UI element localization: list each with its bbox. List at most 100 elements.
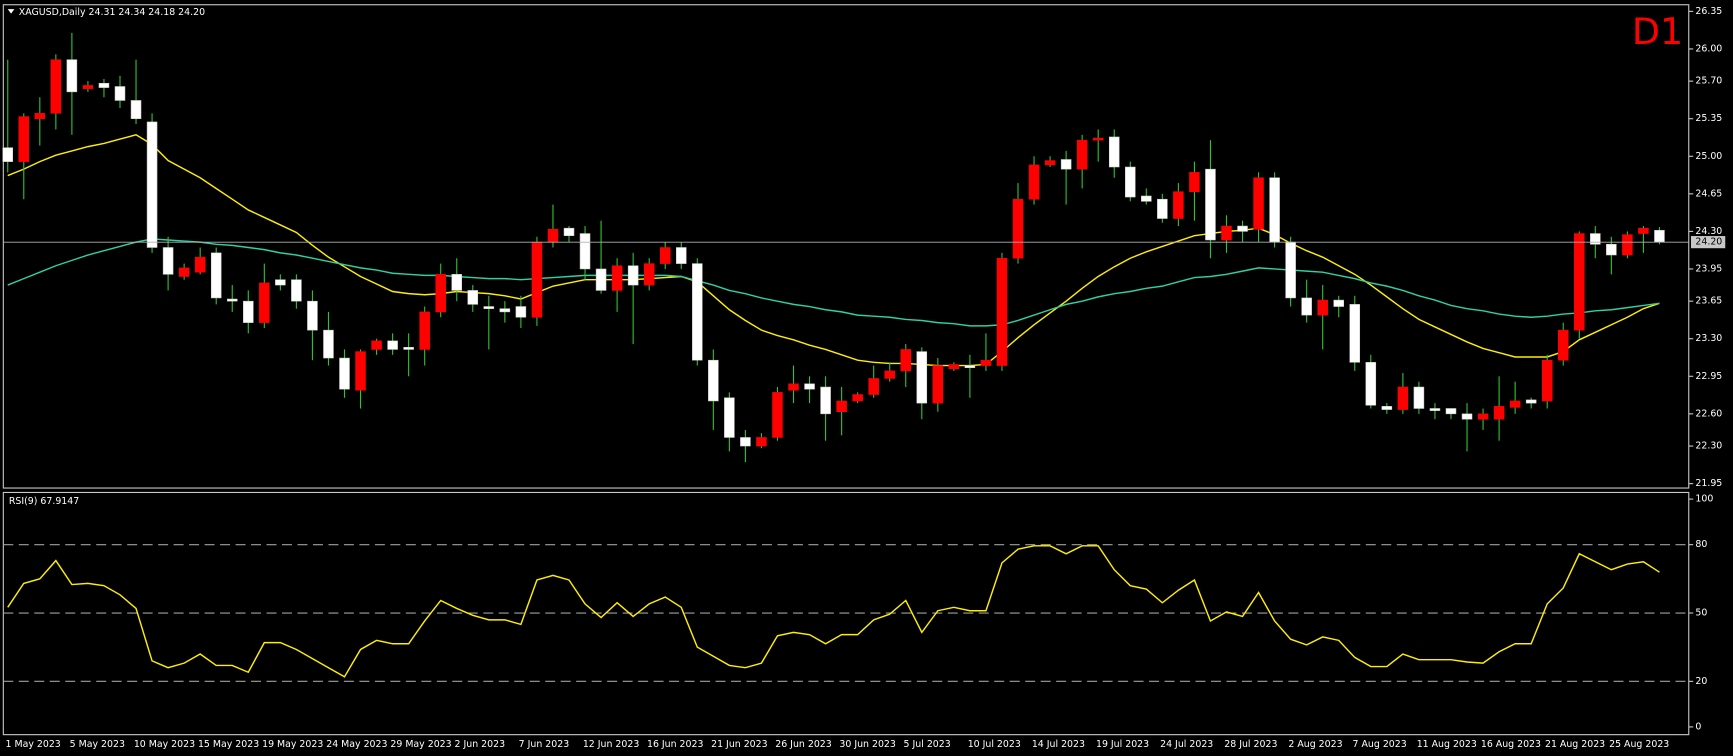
candle-body xyxy=(1173,191,1184,219)
x-tick-label: 16 Jun 2023 xyxy=(647,739,704,750)
x-tick-label: 19 May 2023 xyxy=(262,739,323,750)
candle-body xyxy=(1157,198,1168,219)
candle-body xyxy=(852,394,863,402)
candle-body xyxy=(194,256,206,273)
candle-body xyxy=(547,228,559,243)
candle-body xyxy=(1189,172,1200,192)
candle-body xyxy=(643,263,655,286)
candle-body xyxy=(483,306,495,309)
candle-body xyxy=(1205,168,1216,241)
candle-body xyxy=(756,437,767,447)
candle-body xyxy=(1654,230,1665,243)
x-tick-label: 2 Aug 2023 xyxy=(1288,739,1342,750)
candle-body xyxy=(964,365,976,368)
candle-body xyxy=(467,290,479,305)
candle-body xyxy=(579,233,591,270)
candle-body xyxy=(1638,227,1649,234)
candle-body xyxy=(932,365,944,404)
y-tick-label: 25.00 xyxy=(1695,151,1722,162)
candle-body xyxy=(563,227,575,236)
candle-body xyxy=(1092,137,1104,141)
symbol-header: XAGUSD,Daily 24.31 24.34 24.18 24.20 xyxy=(19,7,205,18)
candle-body xyxy=(916,351,928,404)
x-tick-label: 5 May 2023 xyxy=(70,739,125,750)
candle-body xyxy=(451,274,463,291)
x-tick-label: 30 Jun 2023 xyxy=(839,739,896,750)
candle-body xyxy=(820,386,831,415)
candle-body xyxy=(355,351,366,391)
candle-body xyxy=(1429,408,1441,411)
y-tick-label: 22.95 xyxy=(1695,371,1722,382)
candle-body xyxy=(259,282,270,323)
candle-body xyxy=(996,257,1008,366)
x-tick-label: 10 Jul 2023 xyxy=(968,739,1021,750)
candle-body xyxy=(595,268,607,291)
candle-body xyxy=(1285,241,1296,299)
current-price-box xyxy=(1690,236,1726,249)
candle-body xyxy=(18,116,30,162)
candle-body xyxy=(98,83,110,88)
x-tick-label: 29 May 2023 xyxy=(390,739,451,750)
candle-body xyxy=(676,247,687,264)
candle-body xyxy=(339,357,350,390)
candle-body xyxy=(900,349,912,372)
candle-body xyxy=(1317,299,1328,316)
candle-body xyxy=(531,241,543,318)
candle-body xyxy=(724,397,735,438)
y-tick-label: 26.35 xyxy=(1695,6,1722,17)
y-tick-label: 22.30 xyxy=(1695,441,1722,452)
candle-body xyxy=(1397,386,1409,410)
candle-body xyxy=(275,279,286,286)
candle-body xyxy=(1237,225,1248,232)
candle-body xyxy=(1445,408,1457,415)
candle-body xyxy=(435,274,446,313)
candle-body xyxy=(1141,195,1152,202)
candle-body xyxy=(226,298,238,302)
x-tick-label: 5 Jul 2023 xyxy=(904,739,951,750)
candle-body xyxy=(611,265,623,291)
candle-body xyxy=(948,364,960,370)
candle-body xyxy=(34,113,46,119)
current-price-label: 24.20 xyxy=(1695,237,1722,248)
x-tick-label: 7 Aug 2023 xyxy=(1353,739,1407,750)
candle-body xyxy=(1060,159,1072,170)
x-tick-label: 25 Aug 2023 xyxy=(1609,739,1669,750)
candle-body xyxy=(708,359,719,402)
candle-body xyxy=(772,392,783,438)
x-tick-label: 24 May 2023 xyxy=(326,739,387,750)
x-tick-label: 7 Jun 2023 xyxy=(519,739,570,750)
candle-body xyxy=(130,100,142,119)
candle-body xyxy=(980,359,992,366)
candle-body xyxy=(1509,400,1521,408)
candle-body xyxy=(2,147,13,162)
x-tick-label: 16 Aug 2023 xyxy=(1481,739,1541,750)
rsi-header: RSI(9) 67.9147 xyxy=(9,496,79,507)
candle-body xyxy=(1365,362,1377,406)
x-tick-label: 21 Jun 2023 xyxy=(711,739,768,750)
candle-body xyxy=(692,263,703,361)
y-tick-label: 22.60 xyxy=(1695,408,1722,419)
x-tick-label: 10 May 2023 xyxy=(134,739,195,750)
candle-body xyxy=(1044,160,1056,166)
y-tick-label: 20 xyxy=(1695,676,1707,687)
candle-body xyxy=(1413,386,1425,409)
price-panel-frame xyxy=(2,4,1690,489)
candle-body xyxy=(659,247,671,264)
candle-body xyxy=(1253,177,1264,230)
candle-body xyxy=(146,121,158,248)
candle-body xyxy=(740,437,751,447)
candle-body xyxy=(1076,139,1088,170)
x-tick-label: 11 Aug 2023 xyxy=(1417,739,1477,750)
candle-body xyxy=(1012,198,1024,259)
y-tick-label: 21.95 xyxy=(1695,478,1722,489)
candle-body xyxy=(1333,299,1344,307)
y-tick-label: 26.00 xyxy=(1695,43,1722,54)
candle-body xyxy=(1125,166,1136,198)
candle-body xyxy=(243,300,254,323)
candle-body xyxy=(1477,413,1489,420)
candle-body xyxy=(884,370,895,379)
x-tick-label: 1 May 2023 xyxy=(6,739,61,750)
candle-body xyxy=(323,329,334,359)
